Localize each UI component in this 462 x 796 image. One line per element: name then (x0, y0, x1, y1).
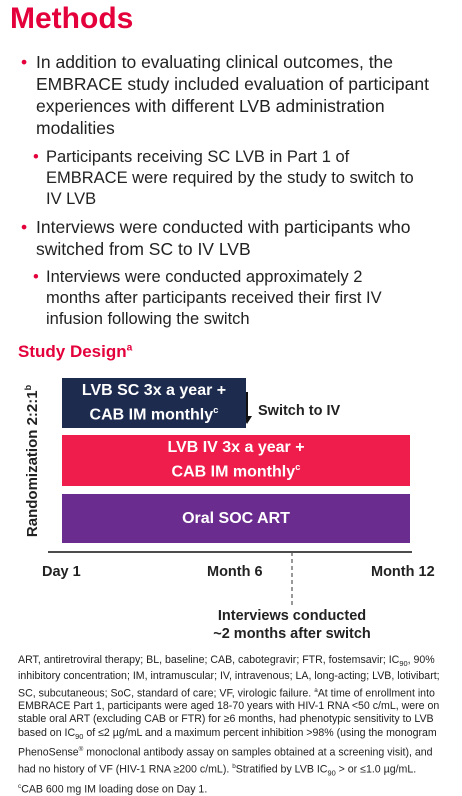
fn-sub: 90 (327, 768, 336, 778)
heading-sup: a (126, 342, 133, 354)
fn-sup: a (314, 686, 318, 694)
fn-text: ART, antiretroviral therapy; BL, baselin… (18, 654, 400, 666)
interview-note: Interviews conducted ~2 months after swi… (192, 607, 392, 643)
sub-bullet: Interviews were conducted approximately … (33, 267, 416, 330)
timepoint: Day 1 (42, 564, 81, 580)
arm-line: CAB IM monthlyc (62, 458, 410, 482)
section-heading: Study Designa (18, 342, 132, 362)
arm-line: CAB IM monthlyc (62, 401, 246, 425)
note-line: Interviews conducted (217, 608, 367, 624)
arm-box: LVB SC 3x a year + CAB IM monthlyc (62, 378, 246, 428)
heading-text: Study Design (18, 342, 127, 361)
arm-sup: c (295, 462, 301, 474)
fn-text: monoclonal antibody assay on samples obt… (18, 746, 433, 776)
arm-sup: c (213, 404, 219, 416)
note-line: ~2 months after switch (213, 626, 371, 642)
fn-text: of ≤2 µg/mL and a maximum percent inhibi… (18, 726, 437, 759)
switch-label: Switch to IV (258, 403, 341, 419)
title: Methods (10, 2, 134, 35)
fn-sup: c (18, 782, 22, 790)
fn-text: Stratified by LVB IC (235, 763, 328, 776)
fn-text: > or ≤1.0 µg/mL. (335, 763, 417, 776)
arm-line: Oral SOC ART (182, 509, 290, 527)
footnote: ART, antiretroviral therapy; BL, baselin… (18, 654, 444, 796)
sub-bullet: Participants receiving SC LVB in Part 1 … (33, 147, 426, 210)
fn-text: CAB 600 mg IM loading dose on Day 1. (21, 783, 208, 796)
arm-text: CAB IM monthly (89, 406, 214, 424)
arm-line: LVB SC 3x a year + (81, 381, 227, 399)
fn-sup: b (232, 762, 236, 770)
timepoint: Month 12 (371, 564, 435, 580)
bullet: In addition to evaluating clinical outco… (21, 51, 456, 139)
fn-sub: 90 (75, 731, 84, 741)
fn-sup: ® (78, 745, 84, 753)
fn-sub: 90 (399, 659, 408, 669)
bullet: Interviews were conducted with participa… (21, 216, 436, 260)
fn-text: At time of enrollment into EMBRACE Part … (18, 687, 440, 739)
arm-line: LVB IV 3x a year + (167, 439, 305, 457)
timepoint: Month 6 (207, 564, 263, 580)
arm-text: CAB IM monthly (171, 463, 296, 481)
arm-box: LVB IV 3x a year + CAB IM monthlyc (62, 435, 410, 486)
arm-box: Oral SOC ART (62, 494, 410, 543)
fn-text: , 90% inhibitory concentration; IM, intr… (18, 654, 440, 700)
